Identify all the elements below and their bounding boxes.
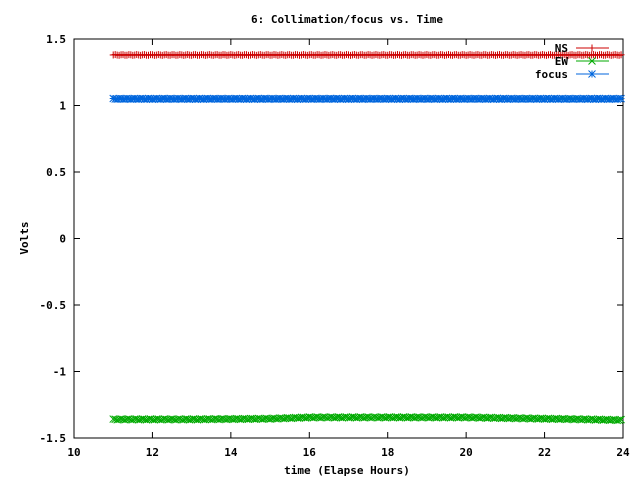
legend-label: NS (555, 42, 568, 55)
x-tick-label: 24 (616, 446, 630, 459)
series-EW (109, 413, 625, 425)
x-axis: 10 12 14 16 18 20 22 24 (67, 39, 630, 459)
x-tick-label: 18 (381, 446, 394, 459)
data-point (260, 414, 269, 423)
series-NS (109, 51, 625, 59)
data-point (401, 413, 410, 422)
data-point (546, 414, 555, 423)
y-tick-label: 1 (59, 100, 66, 113)
x-tick-label: 14 (224, 446, 238, 459)
x-axis-label: time (Elapse Hours) (284, 464, 410, 477)
x-tick-label: 16 (303, 446, 317, 459)
y-tick-label: -1 (53, 366, 67, 379)
data-point (617, 415, 625, 424)
y-tick-label: 0.5 (46, 166, 66, 179)
data-point (187, 415, 196, 424)
legend-label: EW (555, 55, 569, 68)
data-point (617, 51, 625, 59)
data-point (615, 416, 623, 424)
y-tick-label: -1.5 (40, 432, 67, 445)
series-focus (109, 94, 625, 104)
data-point (234, 415, 243, 423)
y-axis-label: Volts (18, 221, 31, 254)
legend-label: focus (535, 68, 568, 81)
legend-marker (588, 44, 596, 52)
legend-marker (588, 57, 596, 65)
y-axis: 1.5 1 0.5 0 -0.5 -1 -1.5 (40, 33, 623, 445)
x-tick-label: 22 (538, 446, 551, 459)
x-tick-label: 20 (460, 446, 473, 459)
y-tick-label: 1.5 (46, 33, 66, 46)
data-series (109, 51, 625, 425)
data-point (307, 413, 316, 422)
data-point (354, 413, 363, 422)
x-tick-label: 10 (67, 446, 80, 459)
legend-marker (588, 70, 596, 78)
y-tick-label: -0.5 (40, 299, 67, 312)
data-point (617, 94, 625, 103)
x-tick-label: 12 (146, 446, 159, 459)
chart-title: 6: Collimation/focus vs. Time (251, 13, 443, 26)
y-tick-label: 0 (59, 233, 66, 246)
